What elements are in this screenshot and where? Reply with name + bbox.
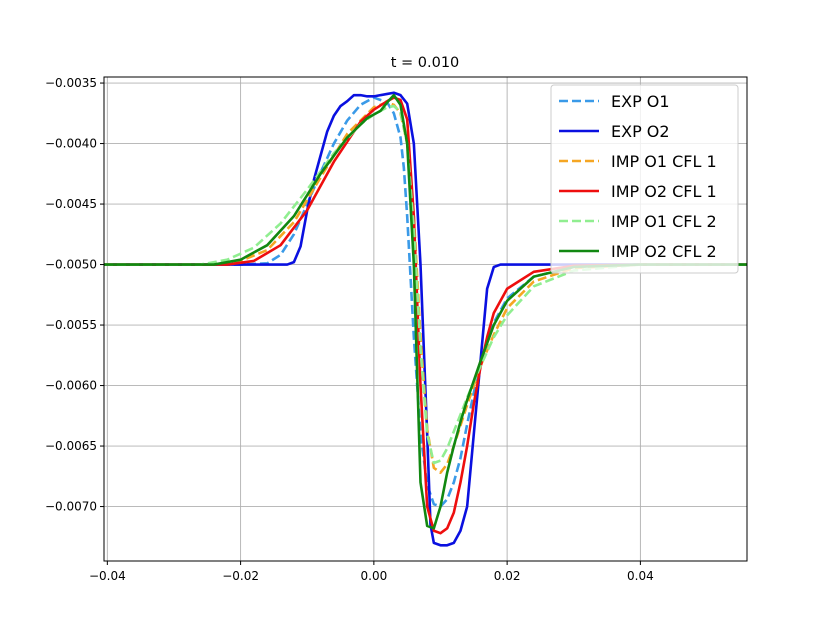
legend-label: EXP O2 — [611, 122, 670, 141]
legend-label: IMP O2 CFL 1 — [611, 182, 717, 201]
x-tick-label: −0.04 — [89, 569, 126, 583]
y-tick-label: −0.0065 — [45, 439, 97, 453]
series-line-imp-o2-cfl-1 — [104, 96, 747, 535]
series-line-imp-o1-cfl-1 — [104, 101, 747, 474]
x-tick-label: 0.00 — [361, 569, 388, 583]
chart-title: t = 0.010 — [391, 55, 460, 71]
y-tick-label: −0.0045 — [45, 197, 97, 211]
y-tick-label: −0.0060 — [45, 379, 97, 393]
plot-frame — [103, 76, 748, 562]
y-tick-label: −0.0050 — [45, 258, 97, 272]
y-tick-label: −0.0040 — [45, 137, 97, 151]
axis-ticks: −0.04 −0.02 0.00 0.02 0.04 −0.0035 −0.0040 −0.0… — [45, 76, 654, 583]
legend-label: IMP O1 CFL 1 — [611, 152, 717, 171]
x-tick-label: −0.02 — [222, 569, 259, 583]
legend-label: IMP O2 CFL 2 — [611, 242, 717, 261]
x-tick-label: 0.04 — [627, 569, 654, 583]
y-tick-label: −0.0035 — [45, 76, 97, 90]
legend-label: IMP O1 CFL 2 — [611, 212, 717, 231]
legend-label: EXP O1 — [611, 92, 670, 111]
series-lines — [104, 91, 747, 547]
legend: EXP O1 EXP O2 IMP O1 CFL 1 IMP O2 CFL 1 IMP … — [550, 84, 739, 274]
x-tick-label: 0.02 — [494, 569, 521, 583]
series-line-imp-o1-cfl-2 — [104, 104, 747, 465]
y-tick-label: −0.0055 — [45, 318, 97, 332]
y-tick-label: −0.0070 — [45, 500, 97, 514]
series-line-imp-o2-cfl-2 — [104, 93, 747, 530]
series-line-exp-o2 — [104, 91, 747, 547]
